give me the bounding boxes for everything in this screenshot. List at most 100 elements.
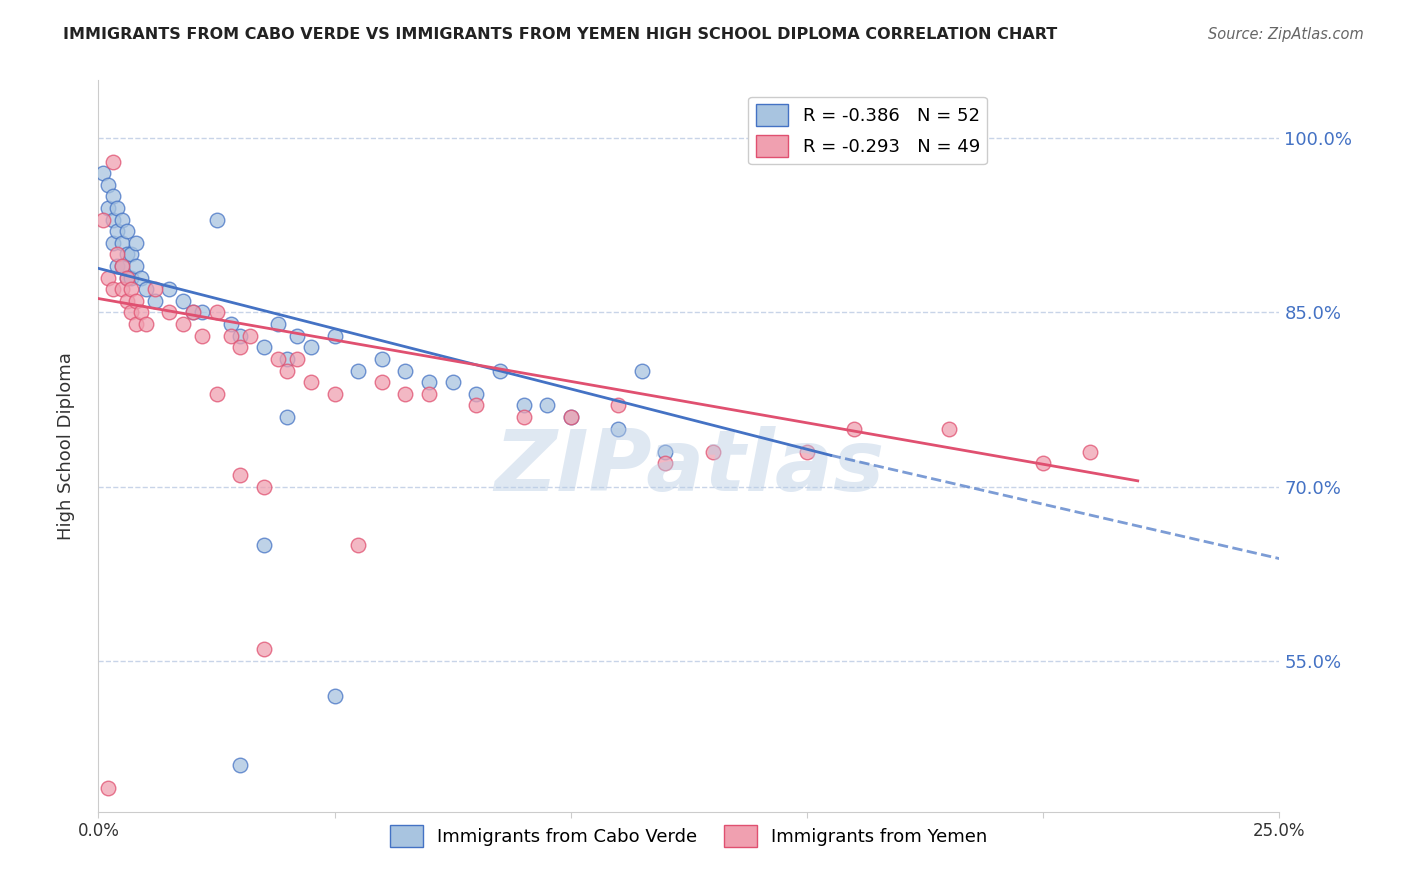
Point [465, 398, 488, 412]
Point [111, 282, 134, 296]
Point [536, 398, 558, 412]
Point [191, 328, 214, 343]
Point [205, 386, 228, 401]
Point [181, 305, 204, 319]
Point [121, 282, 143, 296]
Point [323, 689, 346, 703]
Point [630, 363, 652, 377]
Point [1080, 445, 1102, 459]
Point [125, 235, 148, 250]
Point [115, 247, 138, 261]
Point [97, 201, 120, 215]
Point [121, 305, 143, 319]
Point [105, 259, 128, 273]
Point [91, 166, 114, 180]
Point [172, 317, 194, 331]
Point [125, 259, 148, 273]
Point [489, 363, 512, 377]
Point [267, 317, 290, 331]
Point [276, 363, 298, 377]
Point [157, 282, 180, 296]
Point [101, 235, 124, 250]
Point [91, 212, 114, 227]
Point [111, 259, 134, 273]
Point [121, 247, 143, 261]
Legend: Immigrants from Cabo Verde, Immigrants from Yemen: Immigrants from Cabo Verde, Immigrants f… [382, 817, 995, 854]
Point [512, 409, 534, 424]
Point [229, 328, 252, 343]
Point [105, 201, 128, 215]
Point [229, 758, 252, 772]
Point [101, 212, 124, 227]
Point [285, 351, 308, 366]
Point [143, 282, 166, 296]
Point [844, 421, 866, 435]
Point [253, 340, 276, 354]
Point [441, 375, 464, 389]
Point [371, 351, 394, 366]
Point [654, 457, 676, 471]
Point [253, 642, 276, 657]
Point [115, 270, 138, 285]
Point [607, 398, 630, 412]
Point [702, 445, 724, 459]
Point [219, 328, 242, 343]
Point [115, 270, 138, 285]
Point [1032, 457, 1054, 471]
Point [253, 480, 276, 494]
Point [276, 351, 298, 366]
Point [323, 386, 346, 401]
Point [97, 270, 120, 285]
Point [115, 224, 138, 238]
Point [394, 386, 416, 401]
Point [219, 317, 242, 331]
Point [111, 212, 134, 227]
Point [560, 409, 582, 424]
Point [229, 468, 252, 483]
Point [253, 538, 276, 552]
Point [129, 305, 152, 319]
Point [172, 293, 194, 308]
Point [191, 305, 214, 319]
Point [135, 282, 157, 296]
Point [371, 375, 394, 389]
Point [276, 409, 298, 424]
Point [607, 421, 630, 435]
Point [105, 224, 128, 238]
Point [125, 317, 148, 331]
Point [418, 386, 440, 401]
Point [418, 375, 440, 389]
Point [654, 445, 676, 459]
Point [205, 212, 228, 227]
Point [796, 445, 818, 459]
Point [111, 235, 134, 250]
Y-axis label: High School Diploma: High School Diploma [56, 352, 75, 540]
Point [239, 328, 262, 343]
Point [101, 189, 124, 203]
Point [347, 363, 370, 377]
Point [115, 293, 138, 308]
Point [938, 421, 960, 435]
Point [465, 386, 488, 401]
Point [394, 363, 416, 377]
Point [125, 293, 148, 308]
Point [512, 398, 534, 412]
Point [347, 538, 370, 552]
Point [285, 328, 308, 343]
Point [205, 305, 228, 319]
Text: ZIPatlas: ZIPatlas [494, 426, 884, 509]
Point [143, 293, 166, 308]
Point [97, 781, 120, 796]
Point [299, 340, 322, 354]
Point [97, 178, 120, 192]
Point [105, 247, 128, 261]
Text: IMMIGRANTS FROM CABO VERDE VS IMMIGRANTS FROM YEMEN HIGH SCHOOL DIPLOMA CORRELAT: IMMIGRANTS FROM CABO VERDE VS IMMIGRANTS… [63, 27, 1057, 42]
Point [267, 351, 290, 366]
Point [299, 375, 322, 389]
Point [129, 270, 152, 285]
Point [121, 270, 143, 285]
Point [229, 340, 252, 354]
Point [323, 328, 346, 343]
Text: Source: ZipAtlas.com: Source: ZipAtlas.com [1208, 27, 1364, 42]
Point [101, 282, 124, 296]
